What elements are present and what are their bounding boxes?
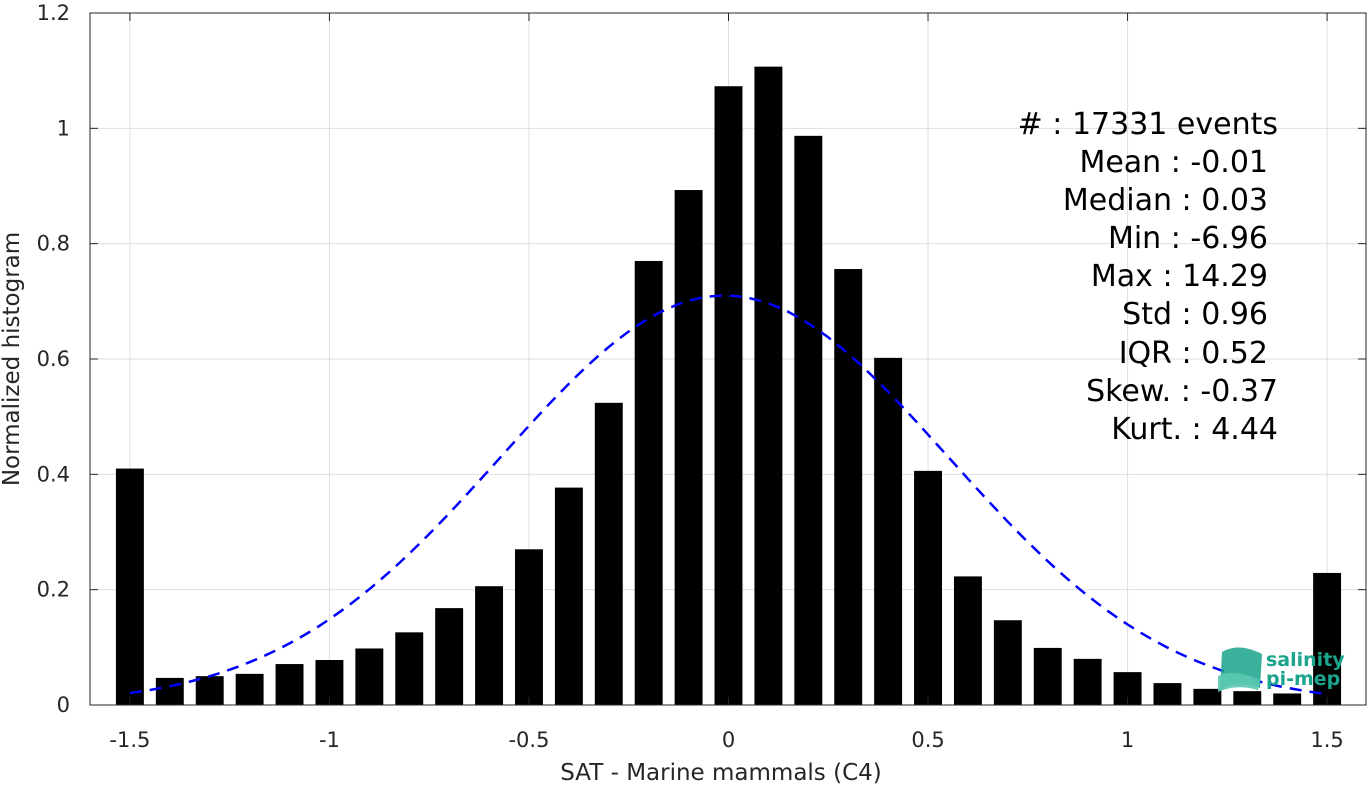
y-tick-label: 0.8 (37, 232, 70, 256)
stat-median: Median : 0.03 (1063, 183, 1268, 218)
stat-std: Std : 0.96 (1122, 297, 1268, 332)
histogram-bar (195, 676, 224, 705)
histogram-bar (275, 664, 304, 705)
y-axis-label: Normalized histogram (0, 232, 25, 486)
histogram-bar (674, 190, 703, 705)
histogram-bar (1313, 572, 1342, 705)
logo-text-line2: pi-mep (1266, 668, 1340, 690)
histogram-bar (953, 576, 982, 705)
logo-wave-icon-lower (1218, 673, 1260, 692)
gaussian-fit-curve (129, 294, 1328, 696)
x-tick-label: 0.5 (911, 728, 944, 752)
histogram-bar (1193, 688, 1222, 705)
x-tick-label: -1 (319, 728, 340, 752)
histogram-bar (155, 677, 184, 705)
x-tick-label: 1 (1121, 728, 1134, 752)
x-tick-label: 1.5 (1310, 728, 1343, 752)
histogram-bar (634, 260, 663, 705)
histogram-bar (914, 470, 942, 705)
y-tick-label: 1.2 (37, 1, 70, 25)
histogram-bar (554, 487, 583, 705)
salinity-pimep-logo: salinity pi-mep (1218, 647, 1345, 692)
x-tick-label: -1.5 (109, 728, 150, 752)
stats-box: # : 17331 events Mean : -0.01 Median : 0… (1018, 107, 1278, 447)
y-tick-label: 1 (57, 116, 70, 140)
y-tick-label: 0.4 (37, 462, 70, 486)
histogram-bar (1153, 683, 1182, 705)
histogram-bar (1033, 647, 1062, 705)
histogram-bar (794, 135, 823, 705)
stat-events: # : 17331 events (1018, 107, 1278, 142)
histogram-bar (834, 269, 863, 705)
histogram-bar (714, 86, 743, 705)
histogram-bar (355, 648, 384, 705)
x-axis-label: SAT - Marine mammals (C4) (560, 760, 882, 785)
x-tick-label: -0.5 (508, 728, 549, 752)
y-tick-label: 0.2 (37, 578, 70, 602)
x-tick-label: 0 (722, 728, 735, 752)
histogram-bar (874, 357, 903, 705)
histogram-bar (993, 620, 1022, 705)
bars (115, 66, 1342, 705)
histogram-bar (475, 586, 504, 705)
histogram-bar (1273, 693, 1302, 705)
histogram-bar (115, 468, 144, 705)
histogram-bar (435, 608, 464, 705)
stat-mean: Mean : -0.01 (1079, 145, 1268, 180)
y-tick-label: 0.6 (37, 347, 70, 371)
histogram-bar (754, 66, 783, 705)
y-tick-label: 0 (57, 693, 70, 717)
histogram-bar (235, 673, 264, 705)
stat-min: Min : -6.96 (1108, 221, 1268, 256)
stat-iqr: IQR : 0.52 (1119, 336, 1268, 371)
histogram-bar (395, 632, 424, 705)
histogram-bar (1233, 691, 1262, 705)
logo-text-line1: salinity (1266, 649, 1345, 671)
histogram-bar (515, 549, 543, 705)
histogram-bar (594, 402, 623, 705)
stat-max: Max : 14.29 (1091, 259, 1268, 294)
histogram-bar (1073, 658, 1102, 705)
stat-kurt: Kurt. : 4.44 (1111, 412, 1278, 447)
ticks: -1.5 -1 -0.5 0 0.5 1 1.5 0 0.2 0.4 0.6 0.8 1 1.2 (37, 1, 1366, 752)
stat-skew: Skew. : -0.37 (1086, 374, 1278, 409)
